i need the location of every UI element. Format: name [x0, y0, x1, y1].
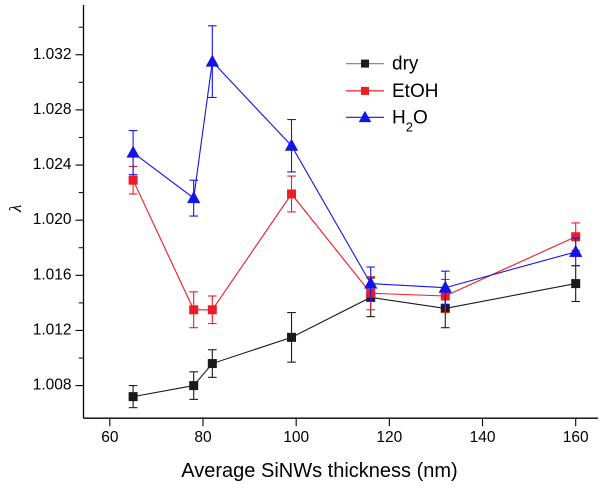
svg-text:1.016: 1.016 — [33, 266, 72, 283]
svg-text:100: 100 — [283, 429, 309, 446]
svg-text:dry: dry — [392, 54, 419, 75]
svg-text:1.008: 1.008 — [33, 377, 72, 394]
svg-text:EtOH: EtOH — [392, 81, 438, 102]
svg-text:60: 60 — [101, 429, 119, 446]
svg-text:1.024: 1.024 — [33, 156, 72, 173]
svg-text:120: 120 — [376, 429, 402, 446]
svg-text:1.020: 1.020 — [33, 211, 72, 228]
svg-text:1.032: 1.032 — [33, 46, 72, 63]
svg-text:H2O: H2O — [392, 107, 428, 134]
svg-text:1.012: 1.012 — [33, 321, 72, 338]
svg-text:140: 140 — [470, 429, 496, 446]
svg-text:160: 160 — [563, 429, 589, 446]
svg-text:80: 80 — [194, 429, 212, 446]
svg-text:1.028: 1.028 — [33, 101, 72, 118]
